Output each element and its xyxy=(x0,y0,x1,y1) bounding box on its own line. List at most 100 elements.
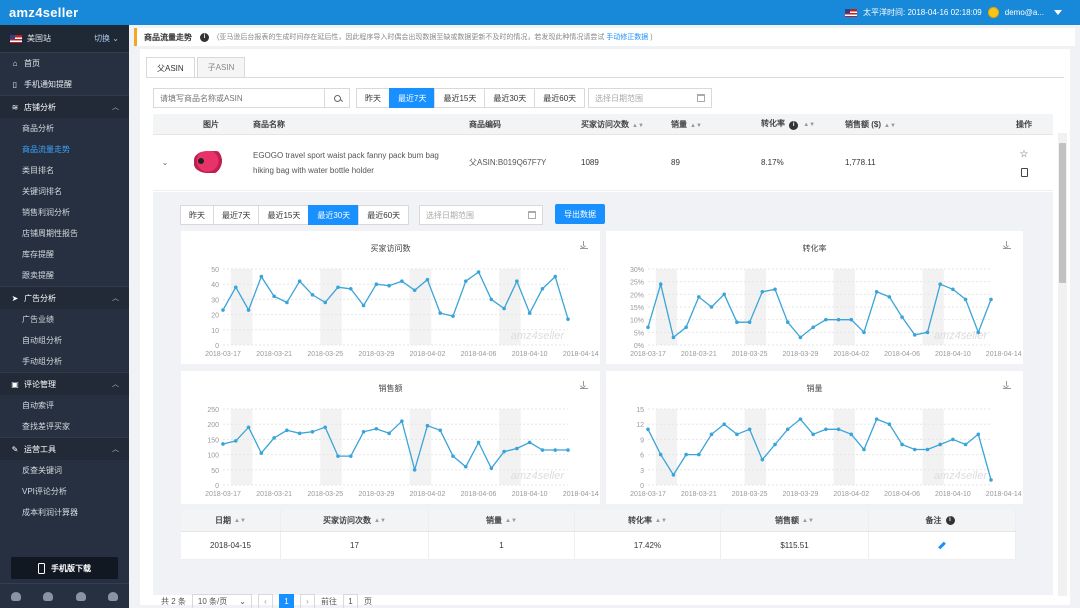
user-menu[interactable]: demo@a... xyxy=(1004,8,1044,17)
th-rate[interactable]: 转化率 i ▲▼ xyxy=(761,119,816,130)
th-visits[interactable]: 买家访问次数 ▲▼ xyxy=(581,119,644,129)
sidebar-subitem[interactable]: 查找差评买家 xyxy=(22,422,70,431)
page-size-select[interactable]: 10 条/页 ⌄ xyxy=(191,594,252,608)
range-60days[interactable]: 最近60天 xyxy=(534,88,586,108)
weekend-band xyxy=(499,269,521,345)
product-image[interactable] xyxy=(194,150,228,173)
sidebar-subitem[interactable]: 成本利润计算器 xyxy=(22,508,78,517)
document-icon[interactable] xyxy=(1020,167,1028,177)
y-tick-label: 25% xyxy=(630,280,644,287)
info-icon[interactable]: i xyxy=(200,32,209,42)
sidebar-subitem[interactable]: 商品分析 xyxy=(22,124,54,133)
th-daily-sales[interactable]: 销量 ▲▼ xyxy=(429,510,575,531)
download-icon[interactable] xyxy=(580,241,588,249)
data-point xyxy=(361,430,366,434)
data-point xyxy=(540,448,545,452)
chat-icon[interactable] xyxy=(75,591,86,601)
info-icon[interactable]: i xyxy=(945,516,955,525)
date-range-picker[interactable]: 选择日期范围 xyxy=(588,88,712,108)
data-point xyxy=(862,330,866,335)
edit-icon[interactable] xyxy=(938,541,946,550)
coin-icon[interactable] xyxy=(987,7,999,18)
users-icon[interactable] xyxy=(43,591,54,601)
sidebar-item-1[interactable]: ▯ 手机通知提醒 xyxy=(0,74,129,95)
range-7days[interactable]: 最近7天 xyxy=(389,88,436,108)
th-sales[interactable]: 销量 ▲▼ xyxy=(671,119,702,129)
bell-icon[interactable] xyxy=(11,591,22,601)
data-point xyxy=(361,303,366,308)
range-15days[interactable]: 最近15天 xyxy=(434,88,486,108)
sidebar-subitem[interactable]: VPI评论分析 xyxy=(22,487,67,496)
search-button[interactable] xyxy=(324,89,349,107)
detail-date-range-picker[interactable]: 选择日期范围 xyxy=(419,205,543,225)
site-selector[interactable]: 美国站 切换 ⌄ xyxy=(0,25,129,53)
sidebar-subitem[interactable]: 跟卖提醒 xyxy=(22,271,54,280)
range-30days[interactable]: 最近30天 xyxy=(484,88,536,108)
export-button[interactable]: 导出数据 xyxy=(555,204,605,224)
download-icon[interactable] xyxy=(580,381,588,389)
detail-range-7days[interactable]: 最近7天 xyxy=(213,205,260,225)
sidebar-subitem[interactable]: 店铺周期性报告 xyxy=(22,229,78,238)
x-tick-label: 2018-03-29 xyxy=(358,491,394,498)
sidebar-subitem[interactable]: 反查关键词 xyxy=(22,466,62,475)
sidebar-subitem[interactable]: 自动组分析 xyxy=(22,336,62,345)
expand-chevron-icon[interactable]: ⌄ xyxy=(161,158,169,167)
manual-fix-link[interactable]: 手动修正数据 xyxy=(606,34,649,41)
y-tick-label: 20 xyxy=(211,313,219,320)
tab-parent-asin[interactable]: 父ASIN xyxy=(146,57,195,78)
sidebar-group-2[interactable]: ▣ 评论管理 ︿ xyxy=(0,372,129,395)
range-yesterday[interactable]: 昨天 xyxy=(356,88,390,108)
download-icon[interactable] xyxy=(1003,241,1011,249)
wechat-icon[interactable] xyxy=(107,591,118,601)
next-page-button[interactable]: › xyxy=(299,594,315,608)
sidebar-subitem[interactable]: 类目排名 xyxy=(22,166,54,175)
sidebar-item-0[interactable]: ⌂ 首页 xyxy=(0,53,129,74)
chevron-up-icon: ︿ xyxy=(112,295,119,302)
sidebar-subitem[interactable]: 商品流量走势 xyxy=(22,145,70,154)
sidebar-subitem[interactable]: 手动组分析 xyxy=(22,357,62,366)
product-name[interactable]: EGOGO travel sport waist pack fanny pack… xyxy=(253,150,439,175)
data-point xyxy=(951,437,955,442)
prev-page-button[interactable]: ‹ xyxy=(257,594,273,608)
mobile-download-button[interactable]: 手机版下载 xyxy=(11,557,118,579)
sidebar-subitem[interactable]: 关键词排名 xyxy=(22,187,62,196)
sidebar-group-1[interactable]: ➤ 广告分析 ︿ xyxy=(0,286,129,309)
data-point xyxy=(735,320,739,324)
site-switch[interactable]: 切换 ⌄ xyxy=(94,34,119,43)
x-tick-label: 2018-03-29 xyxy=(783,351,819,358)
weekend-band xyxy=(230,409,253,485)
detail-range-60days[interactable]: 最近60天 xyxy=(358,205,410,225)
data-point xyxy=(709,432,714,437)
data-point xyxy=(246,425,251,430)
detail-range-30days[interactable]: 最近30天 xyxy=(308,205,360,225)
th-date[interactable]: 日期 ▲▼ xyxy=(181,510,281,531)
sidebar-subitem[interactable]: 自动索评 xyxy=(22,401,54,410)
scrollbar[interactable] xyxy=(1058,133,1067,596)
star-icon[interactable]: ☆ xyxy=(1019,148,1029,160)
sidebar-subitem[interactable]: 广告业绩 xyxy=(22,315,54,324)
th-daily-visits[interactable]: 买家访问次数 ▲▼ xyxy=(281,510,429,531)
x-tick-label: 2018-03-29 xyxy=(783,491,819,498)
th-daily-revenue[interactable]: 销售额 ▲▼ xyxy=(721,510,869,531)
detail-range-yesterday[interactable]: 昨天 xyxy=(180,205,214,225)
pacific-time: 太平洋时间: 2018-04-16 02:18:09 xyxy=(863,8,982,17)
data-point xyxy=(323,300,328,305)
download-icon[interactable] xyxy=(1003,381,1011,389)
sidebar-subitem[interactable]: 销售利润分析 xyxy=(22,208,70,217)
sidebar-subitem[interactable]: 库存提醒 xyxy=(22,250,54,259)
th-daily-rate[interactable]: 转化率 ▲▼ xyxy=(575,510,721,531)
info-icon[interactable]: i xyxy=(789,121,799,130)
page-1-button[interactable]: 1 xyxy=(278,594,294,608)
detail-range-15days[interactable]: 最近15天 xyxy=(258,205,310,225)
tab-child-asin[interactable]: 子ASIN xyxy=(196,57,246,77)
sidebar-group-3[interactable]: ✎ 运营工具 ︿ xyxy=(0,437,129,460)
x-tick-label: 2018-03-21 xyxy=(256,491,292,498)
goto-page-input[interactable]: 1 xyxy=(342,594,358,608)
sidebar-group-0[interactable]: ≋ 店铺分析 ︿ xyxy=(0,95,129,118)
th-image: 图片 xyxy=(203,119,219,129)
th-revenue[interactable]: 销售额 ($) ▲▼ xyxy=(845,119,896,129)
y-tick-label: 15 xyxy=(636,407,644,414)
search-input[interactable] xyxy=(154,89,324,107)
data-point xyxy=(566,448,570,452)
user-menu-caret-icon[interactable] xyxy=(1054,10,1062,15)
